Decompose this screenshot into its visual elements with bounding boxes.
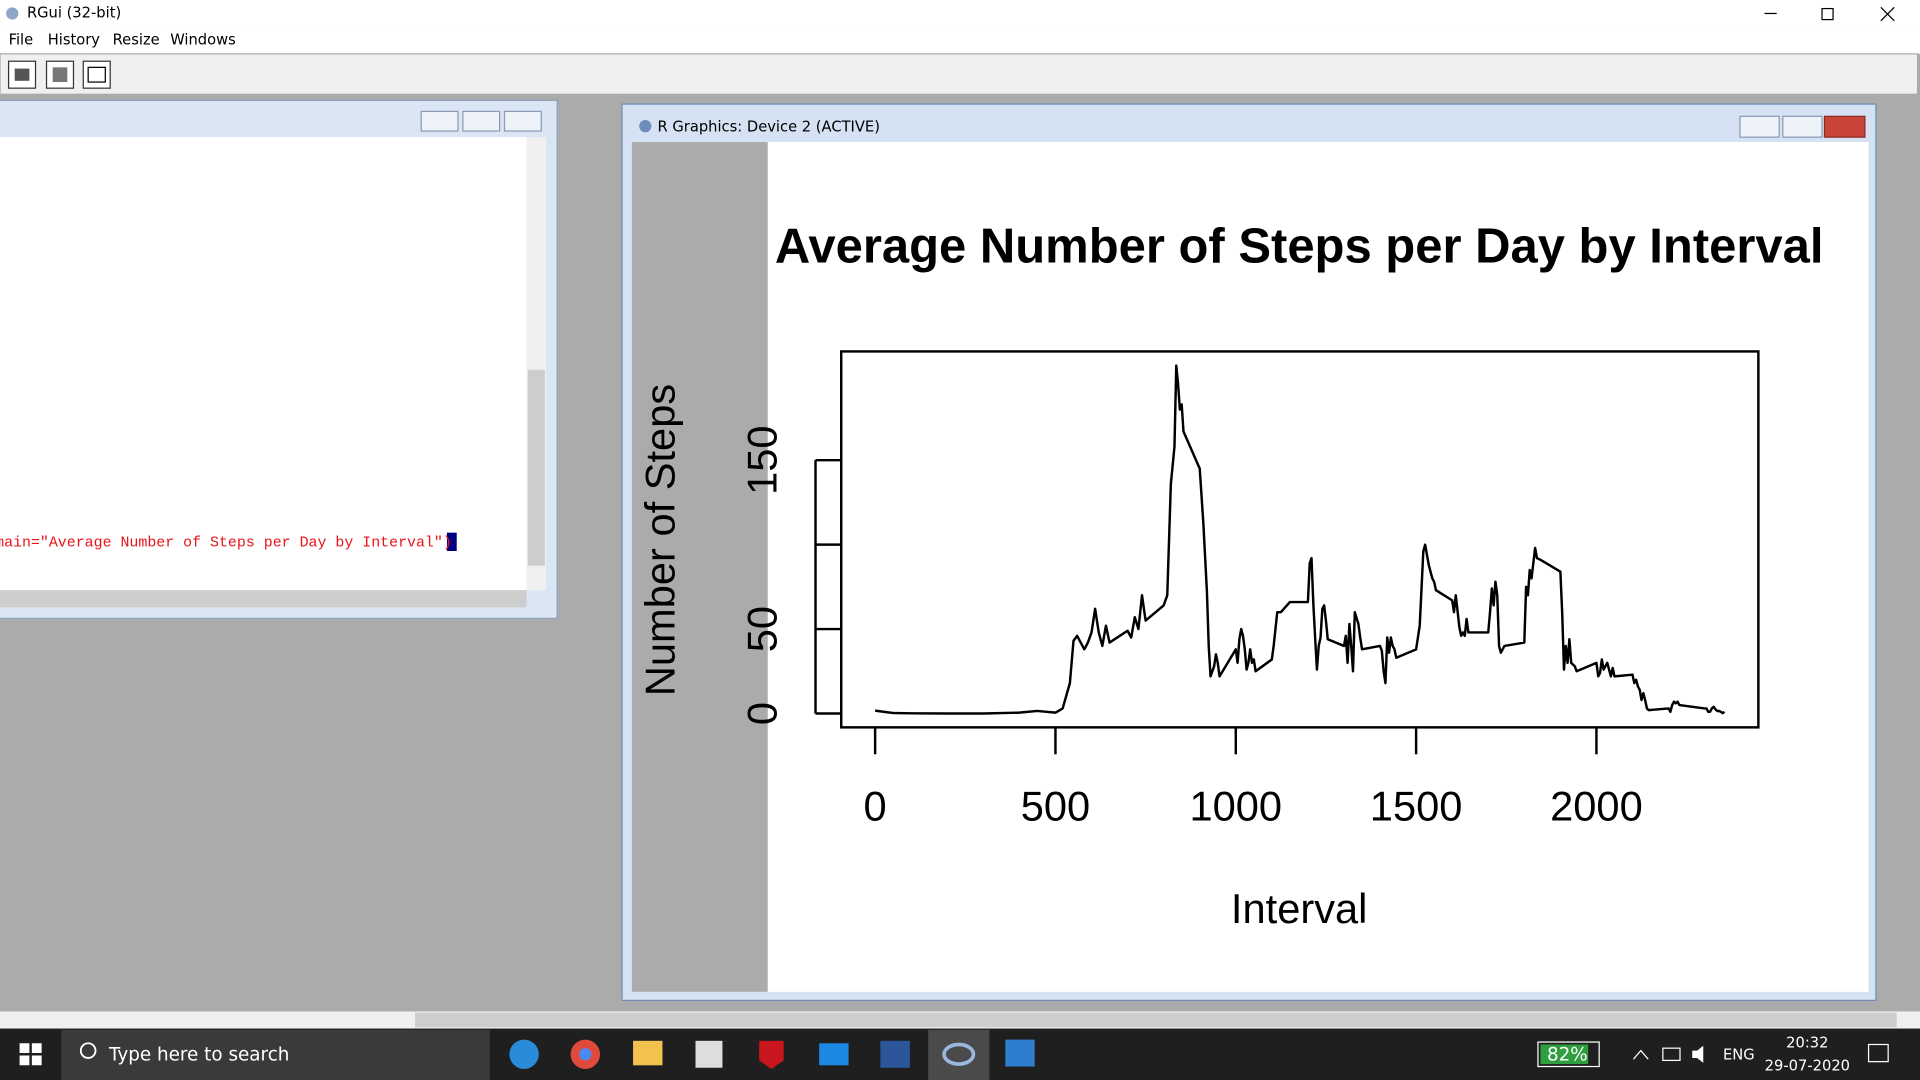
language[interactable]: ENG <box>1723 1047 1755 1064</box>
toolbar-icon <box>52 67 68 83</box>
explorer-icon[interactable] <box>633 1040 663 1066</box>
scroll-thumb[interactable] <box>415 1012 1897 1028</box>
toolbar-button[interactable] <box>82 60 111 89</box>
battery-level <box>1540 1044 1589 1065</box>
tray-battery[interactable] <box>1662 1047 1681 1062</box>
x-tick-label: 500 <box>1021 782 1090 829</box>
edge-icon[interactable] <box>509 1039 539 1069</box>
menu-bar <box>0 26 1920 54</box>
graphics-close[interactable] <box>1823 115 1866 138</box>
graphics-minimize[interactable] <box>1739 115 1780 138</box>
text-cursor <box>446 532 457 552</box>
y-tick-label: 0 <box>738 702 785 725</box>
start-button[interactable] <box>19 1043 42 1066</box>
mcafee-icon[interactable] <box>759 1040 784 1069</box>
r-icon <box>639 120 652 133</box>
tray-arrow[interactable] <box>1633 1049 1649 1060</box>
clock-time[interactable]: 20:32 <box>1786 1034 1828 1051</box>
notifications[interactable] <box>1867 1043 1889 1063</box>
x-tick-label: 0 <box>864 782 887 829</box>
toolbar-icon <box>14 68 30 81</box>
photos-icon[interactable] <box>1005 1039 1035 1067</box>
menu-item[interactable]: Resize <box>113 31 160 48</box>
store-icon[interactable] <box>695 1040 723 1068</box>
restore-button[interactable] <box>1821 7 1834 21</box>
x-axis-label: Interval <box>1231 885 1368 932</box>
graphics-title: R Graphics: Device 2 (ACTIVE) <box>658 118 880 135</box>
plot-box <box>840 350 1760 729</box>
tray-volume[interactable] <box>1692 1045 1704 1063</box>
scroll-thumb[interactable] <box>527 369 545 566</box>
word-icon[interactable] <box>880 1040 910 1068</box>
x-tick-label: 1500 <box>1370 782 1463 829</box>
console-hscroll[interactable] <box>0 590 527 608</box>
console-close[interactable] <box>503 110 542 132</box>
plot: Average Number of Steps per Day by Inter… <box>637 220 1824 933</box>
clock-date[interactable]: 29-07-2020 <box>1765 1058 1850 1075</box>
graphics-margin <box>631 142 768 992</box>
window-title: RGui (32-bit) <box>27 4 121 21</box>
battery[interactable] <box>1537 1041 1600 1068</box>
y-axis-label: Number of Steps <box>637 384 684 696</box>
chart-title: Average Number of Steps per Day by Inter… <box>775 220 1824 274</box>
y-tick-label: 50 <box>738 606 785 652</box>
data-line <box>874 364 1726 715</box>
x-tick-label: 2000 <box>1550 782 1643 829</box>
console-text: main="Average Number of Steps per Day by… <box>0 535 452 551</box>
toolbar-icon <box>87 66 106 83</box>
menu-item[interactable]: Windows <box>170 31 236 48</box>
menu-item[interactable]: File <box>9 31 34 48</box>
chrome-center <box>579 1048 592 1061</box>
mail-icon[interactable] <box>819 1043 849 1066</box>
close-button[interactable] <box>1880 6 1895 22</box>
console-content <box>0 137 527 591</box>
console-minimize[interactable] <box>420 110 459 132</box>
y-tick-label: 150 <box>738 425 785 494</box>
x-tick-label: 1000 <box>1189 782 1282 829</box>
graphics-maximize[interactable] <box>1782 115 1823 138</box>
r-taskbar-icon <box>942 1042 976 1066</box>
active-app[interactable] <box>928 1029 990 1080</box>
search-icon <box>79 1042 97 1059</box>
title-bar <box>0 0 1920 27</box>
search-box[interactable] <box>61 1029 490 1080</box>
battery-percent: 82% <box>1547 1045 1588 1066</box>
toolbar <box>0 53 1919 95</box>
app-icon <box>6 7 19 20</box>
search-placeholder: Type here to search <box>108 1045 289 1066</box>
scroll-track <box>18 1012 416 1028</box>
graphics-client <box>631 142 1869 992</box>
menu-item[interactable]: History <box>48 31 101 48</box>
console-maximize[interactable] <box>462 110 501 132</box>
